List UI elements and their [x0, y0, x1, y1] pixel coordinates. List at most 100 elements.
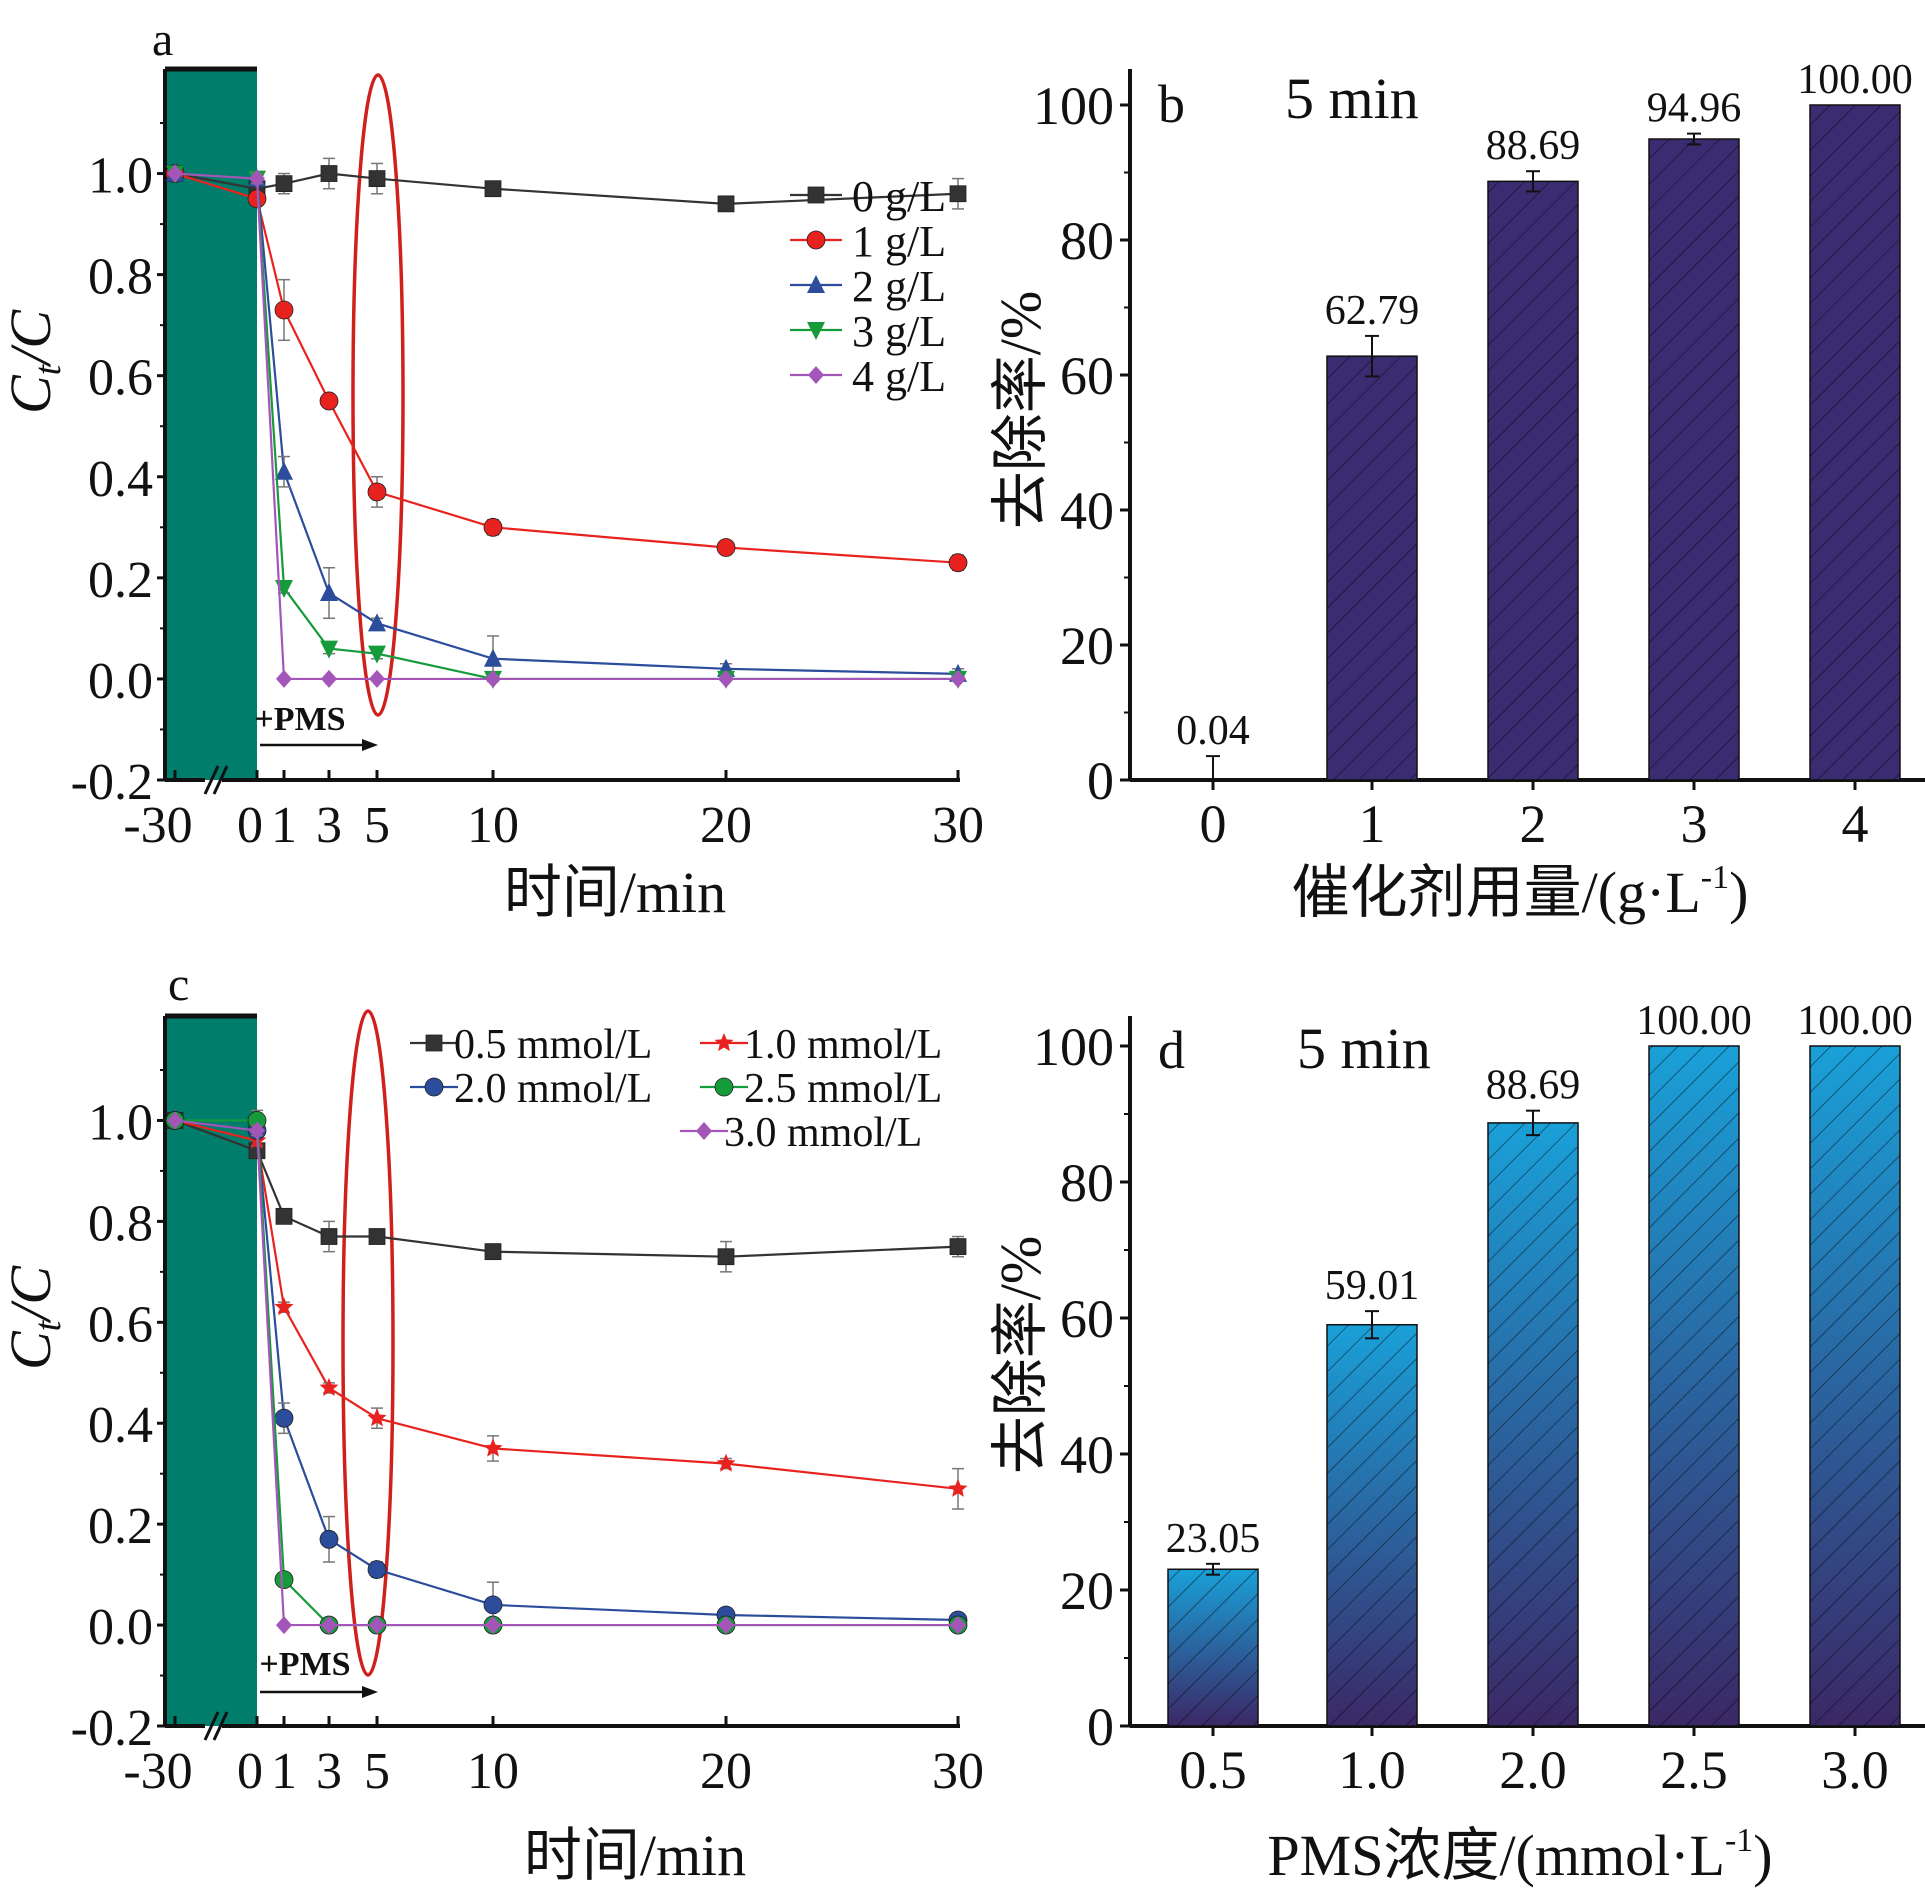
y-tick-label: -0.2	[71, 1700, 153, 1757]
data-point	[485, 1616, 501, 1635]
data-point	[368, 1228, 386, 1245]
y-tick-label: 0.6	[88, 1296, 153, 1353]
data-point	[321, 1616, 337, 1635]
x-tick-label: 10	[467, 1743, 519, 1800]
x-tick-label: 1	[271, 797, 297, 854]
xlabel-sup-d: -1	[1725, 1822, 1753, 1859]
bar-value-label: 0.04	[1176, 708, 1250, 754]
panel-letter-d: d	[1158, 1020, 1185, 1080]
adsorption-band	[165, 69, 257, 780]
y-tick-label: 0	[1087, 1697, 1114, 1757]
data-point	[948, 1478, 968, 1497]
x-tick-label: 20	[700, 797, 752, 854]
bar-value-label: 94.96	[1647, 86, 1742, 132]
y-axis-label-a: Ct/C	[0, 309, 69, 414]
y-tick-label: 20	[1060, 616, 1114, 676]
bar-value-label: 59.01	[1325, 1263, 1420, 1309]
data-point	[949, 185, 967, 203]
axis-break-mark	[212, 1711, 229, 1741]
legend-marker	[808, 366, 824, 384]
y-tick-label: -0.2	[71, 754, 153, 811]
y-tick-label: 0.4	[88, 451, 153, 508]
y-axis-label-b: 去除率/%	[988, 291, 1053, 529]
chart-title-d: 5 min	[1297, 1016, 1431, 1081]
panel-letter-b: b	[1158, 74, 1185, 134]
x-tick-label: 2.0	[1499, 1740, 1567, 1800]
bar-value-label: 100.00	[1797, 57, 1913, 103]
pms-arrow	[260, 1686, 378, 1698]
xlabel-sup-b: -1	[1701, 859, 1729, 896]
series-line	[174, 172, 958, 681]
bar-hatch	[1810, 105, 1900, 780]
bar-hatch	[1327, 1324, 1417, 1726]
series-c	[165, 1109, 968, 1635]
xlabel-main-b: 催化剂用量/(g·L	[1292, 860, 1701, 925]
legend-marker	[714, 1077, 734, 1097]
bar-hatch	[1488, 181, 1578, 780]
axes-d: 0 20 40 60 80 100 0.5 1.0 2.0 2.5 3.0	[1033, 1016, 1925, 1800]
ylabel-sub-a: t	[27, 363, 69, 375]
axis-break-mark	[203, 765, 220, 795]
bars-d: 23.05 59.01 88.69 100.00 100.00	[1166, 998, 1913, 1727]
data-point	[274, 300, 294, 320]
y-tick-label: 60	[1060, 346, 1114, 406]
series-line	[174, 172, 959, 564]
data-point	[249, 1121, 265, 1140]
panel-b: b 5 min 0 20 40 60 80 100 0 1 2 3 4 0.04 62.79 88.69…	[988, 57, 1925, 925]
series-line	[174, 172, 959, 205]
panel-letter-c: c	[168, 958, 189, 1011]
series-line	[174, 172, 959, 675]
y-tick-label: 0.0	[88, 1599, 153, 1656]
bar-value-label: 100.00	[1636, 998, 1752, 1044]
x-tick-label: -30	[123, 1743, 192, 1800]
legend-label: 0 g/L	[852, 172, 946, 221]
data-point	[368, 645, 386, 664]
x-axis-label-a: 时间/min	[504, 860, 726, 925]
data-point	[718, 669, 734, 688]
y-tick-label: 60	[1060, 1289, 1114, 1349]
legend-label: 1 g/L	[852, 217, 946, 266]
legend-marker	[425, 1034, 443, 1052]
bar-hatch	[1327, 356, 1417, 780]
x-tick-label: 5	[364, 1743, 390, 1800]
y-tick-label: 0.2	[88, 1498, 153, 1555]
panel-letter-a: a	[152, 13, 173, 66]
data-point	[274, 1297, 294, 1316]
data-point	[320, 583, 338, 602]
data-point	[319, 1529, 339, 1549]
y-tick-label: 20	[1060, 1561, 1114, 1621]
panel-c: c +PMS -0.2 0.0 0.2 0.4 0.6 0.8 1.0 -30 0 1 3 5 10 20…	[0, 958, 984, 1888]
data-point	[367, 1408, 387, 1427]
legend-label: 2 g/L	[852, 262, 946, 311]
data-point	[320, 1228, 338, 1245]
y-tick-label: 0.8	[88, 1195, 153, 1252]
data-point	[717, 1248, 735, 1266]
y-axis-label-d: 去除率/%	[988, 1236, 1053, 1474]
x-axis-label-d: PMS浓度/(mmol·L-1)	[1267, 1822, 1772, 1888]
data-point	[276, 669, 292, 688]
legend-marker	[807, 322, 825, 340]
series-line	[175, 1119, 958, 1627]
bar-hatch	[1810, 1046, 1900, 1726]
data-point	[950, 1616, 966, 1635]
data-point	[167, 164, 183, 183]
x-tick-label: 0	[237, 797, 263, 854]
y-tick-label: 80	[1060, 211, 1114, 271]
x-tick-label: 30	[932, 1743, 984, 1800]
data-point	[274, 1570, 294, 1590]
x-tick-label: 4	[1842, 794, 1869, 854]
y-tick-label: 100	[1033, 1017, 1114, 1077]
y-tick-label: 0.6	[88, 350, 153, 407]
x-tick-label: 3	[316, 797, 342, 854]
panel-a: a +PMS -0.2 0.0 0.2 0.4 0.6 0.8 1.0 -30 0 1 3 5 10 20…	[0, 13, 984, 925]
legend-c: 0.5 mmol/L 1.0 mmol/L 2.0 mmol/L 2.5 mmol/L…	[410, 1022, 942, 1156]
axes-a: -0.2 0.0 0.2 0.4 0.6 0.8 1.0 -30 0 1 3 5 10 20 30	[71, 69, 984, 854]
series-a	[165, 157, 968, 689]
ylabel-main-a: C	[0, 374, 63, 414]
data-point	[319, 1377, 339, 1396]
data-point	[320, 640, 338, 659]
data-point	[484, 648, 502, 667]
y-axis-label-c: Ct/C	[0, 1265, 69, 1370]
x-tick-label: 2.5	[1660, 1740, 1728, 1800]
